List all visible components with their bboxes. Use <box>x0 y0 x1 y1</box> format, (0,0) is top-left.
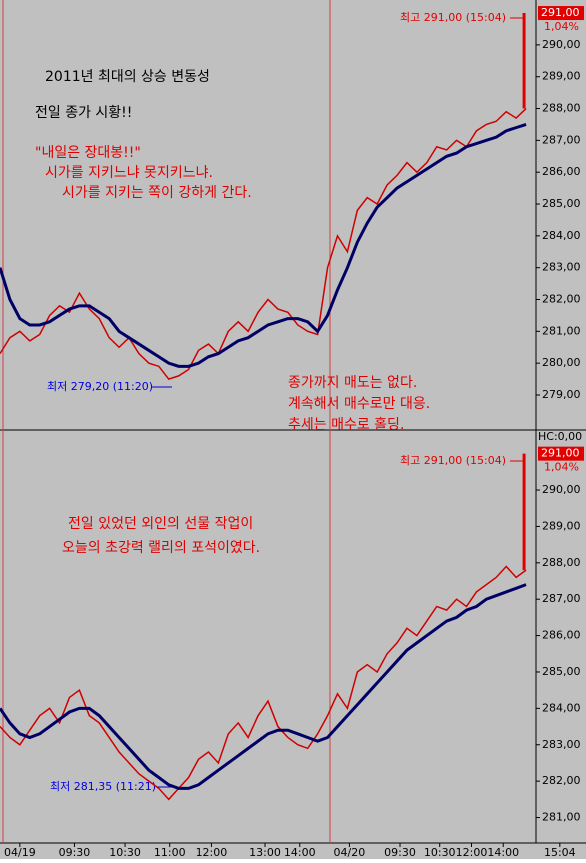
x-tick-label: 13:00 <box>249 846 281 859</box>
y-tick-label: 289,00 <box>542 519 581 532</box>
y-tick-label: 282,00 <box>542 293 581 306</box>
y-tick-label: 286,00 <box>542 629 581 642</box>
annotation: 오늘의 초강력 랠리의 포석이였다. <box>62 540 260 556</box>
high-label: 최고 291,00 (15:04) <box>400 454 506 467</box>
y-tick-label: 287,00 <box>542 592 581 605</box>
annotation: 계속해서 매수로만 대응. <box>288 396 430 412</box>
high-value-label: 291,00 <box>541 447 580 460</box>
y-tick-label: 289,00 <box>542 70 581 83</box>
moving-average <box>0 123 527 368</box>
x-tick-label: 04/20 <box>334 846 366 859</box>
high-label: 최고 291,00 (15:04) <box>400 11 506 24</box>
x-tick-label: 10:30 <box>424 846 456 859</box>
y-tick-label: 288,00 <box>542 102 581 115</box>
y-tick-label: 290,00 <box>542 483 581 496</box>
y-tick-label: 280,00 <box>542 356 581 369</box>
x-tick-label: 09:30 <box>384 846 416 859</box>
change-label: 1,04% <box>544 461 579 474</box>
y-tick-label: 285,00 <box>542 197 581 210</box>
y-tick-label: 284,00 <box>542 701 581 714</box>
y-tick-label: 283,00 <box>542 738 581 751</box>
y-tick-label: 283,00 <box>542 261 581 274</box>
y-tick-label: 279,00 <box>542 388 581 401</box>
y-tick-label: 287,00 <box>542 133 581 146</box>
x-tick-label: 11:00 <box>154 846 186 859</box>
x-tick-label: 14:00 <box>487 846 519 859</box>
price-line <box>0 565 527 801</box>
annotation: 2011년 최대의 상승 변동성 <box>45 69 210 85</box>
y-tick-label: 288,00 <box>542 556 581 569</box>
high-box <box>538 6 584 21</box>
change-label: 1,04% <box>544 20 579 33</box>
y-tick-label: 286,00 <box>542 165 581 178</box>
annotation: 전일 종가 시황!! <box>35 105 132 121</box>
x-tick-label: 12:00 <box>196 846 228 859</box>
annotation: "내일은 장대봉!!" <box>35 145 141 161</box>
x-tick-label: 04/19 <box>4 846 36 859</box>
high-box <box>538 446 584 461</box>
x-tick-label: 10:30 <box>109 846 141 859</box>
annotation: 추세는 매수로 홀딩. <box>288 417 404 433</box>
low-label: 최저 279,20 (11:20) <box>47 380 153 393</box>
annotation: 전일 있었던 외인의 선물 작업이 <box>68 516 253 532</box>
indicator-label: HC:0,00 <box>538 430 582 443</box>
y-tick-label: 281,00 <box>542 811 581 824</box>
annotation: 시가를 지키느냐 못지키느냐. <box>45 165 213 181</box>
y-tick-label: 281,00 <box>542 324 581 337</box>
y-tick-label: 285,00 <box>542 665 581 678</box>
x-tick-label: 14:00 <box>284 846 316 859</box>
y-tick-label: 282,00 <box>542 774 581 787</box>
x-tick-label: 15:04 <box>544 846 576 859</box>
x-tick-label: 09:30 <box>59 846 91 859</box>
y-tick-label: 290,00 <box>542 38 581 51</box>
y-tick-label: 284,00 <box>542 229 581 242</box>
high-value-label: 291,00 <box>541 6 580 19</box>
moving-average <box>0 583 527 790</box>
low-label: 최저 281,35 (11:21) <box>50 780 156 793</box>
x-tick-label: 12:00 <box>456 846 488 859</box>
annotation: 종가까지 매도는 없다. <box>288 375 417 391</box>
annotation: 시가를 지키는 쪽이 강하게 간다. <box>62 185 252 201</box>
